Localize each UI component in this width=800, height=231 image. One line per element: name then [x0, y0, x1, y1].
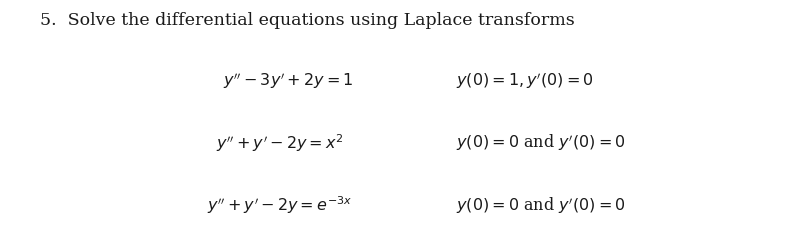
Text: $y(0) = 0$ and $y'(0) = 0$: $y(0) = 0$ and $y'(0) = 0$ [456, 195, 626, 216]
Text: 5.  Solve the differential equations using Laplace transforms: 5. Solve the differential equations usin… [40, 12, 574, 29]
Text: $y'' + y' - 2y = e^{-3x}$: $y'' + y' - 2y = e^{-3x}$ [207, 195, 353, 216]
Text: $y(0) = 0$ and $y'(0) = 0$: $y(0) = 0$ and $y'(0) = 0$ [456, 133, 626, 153]
Text: $y'' + y' - 2y = x^2$: $y'' + y' - 2y = x^2$ [216, 132, 344, 154]
Text: $y(0) = 1, y'(0) = 0$: $y(0) = 1, y'(0) = 0$ [456, 71, 594, 91]
Text: $y'' - 3y' + 2y = 1$: $y'' - 3y' + 2y = 1$ [222, 71, 354, 91]
